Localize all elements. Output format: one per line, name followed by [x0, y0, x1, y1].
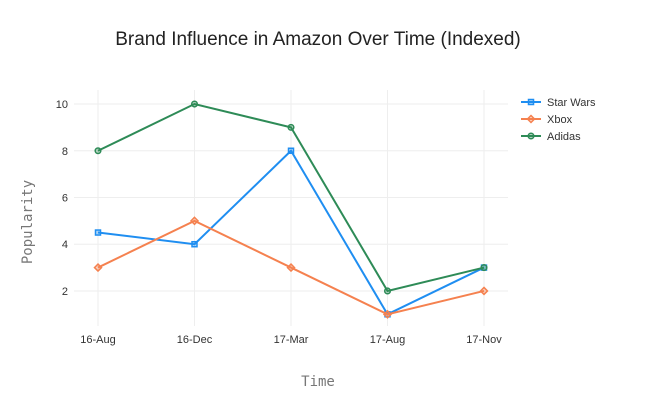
data-point-adidas — [480, 264, 488, 272]
data-point-adidas — [190, 100, 199, 108]
series-line-xbox — [97, 219, 485, 316]
data-point-star-wars — [94, 229, 102, 236]
y-axis-ticks: 2 4 6 8 10 — [56, 99, 68, 298]
data-point-xbox — [286, 263, 296, 273]
data-point-star-wars — [191, 240, 198, 248]
data-point-adidas — [383, 287, 392, 295]
data-point-xbox — [93, 263, 103, 273]
data-point-xbox — [382, 309, 393, 319]
x-tick-label: 17-Nov — [466, 334, 502, 346]
data-point-xbox — [189, 216, 200, 226]
legend-item-xbox: Xbox — [521, 114, 573, 126]
y-tick-label: 2 — [62, 286, 68, 298]
legend-item-star-wars: Star Wars — [521, 97, 596, 109]
legend-marker — [527, 98, 535, 106]
data-point-adidas — [94, 147, 102, 155]
y-tick-label: 10 — [56, 99, 68, 111]
series-xbox — [93, 216, 489, 319]
y-tick-label: 8 — [62, 146, 68, 158]
x-tick-label: 17-Aug — [370, 334, 405, 346]
y-axis-title: Popularity — [20, 180, 36, 264]
x-axis-title: Time — [301, 374, 335, 390]
data-point-star-wars — [287, 147, 295, 155]
chart-title: Brand Influence in Amazon Over Time (Ind… — [115, 29, 521, 50]
x-tick-label: 16-Dec — [177, 334, 213, 346]
legend-label: Xbox — [547, 114, 573, 126]
y-tick-label: 6 — [62, 192, 68, 204]
series-line-adidas — [97, 102, 485, 293]
legend-item-adidas: Adidas — [521, 131, 581, 143]
data-point-xbox — [479, 286, 489, 296]
legend: Star Wars Xbox Adidas — [521, 97, 596, 143]
data-point-adidas — [287, 123, 295, 131]
x-tick-label: 17-Mar — [274, 334, 309, 346]
y-tick-label: 4 — [62, 239, 68, 251]
series-adidas — [94, 100, 488, 295]
legend-label: Star Wars — [547, 97, 596, 109]
x-axis-ticks: 16-Aug 16-Dec 17-Mar 17-Aug 17-Nov — [80, 334, 502, 346]
x-tick-label: 16-Aug — [80, 334, 115, 346]
series-line-star-wars — [97, 149, 485, 316]
legend-label: Adidas — [547, 131, 581, 143]
series-lines — [93, 100, 489, 319]
legend-marker — [526, 114, 536, 124]
legend-marker — [527, 132, 535, 140]
